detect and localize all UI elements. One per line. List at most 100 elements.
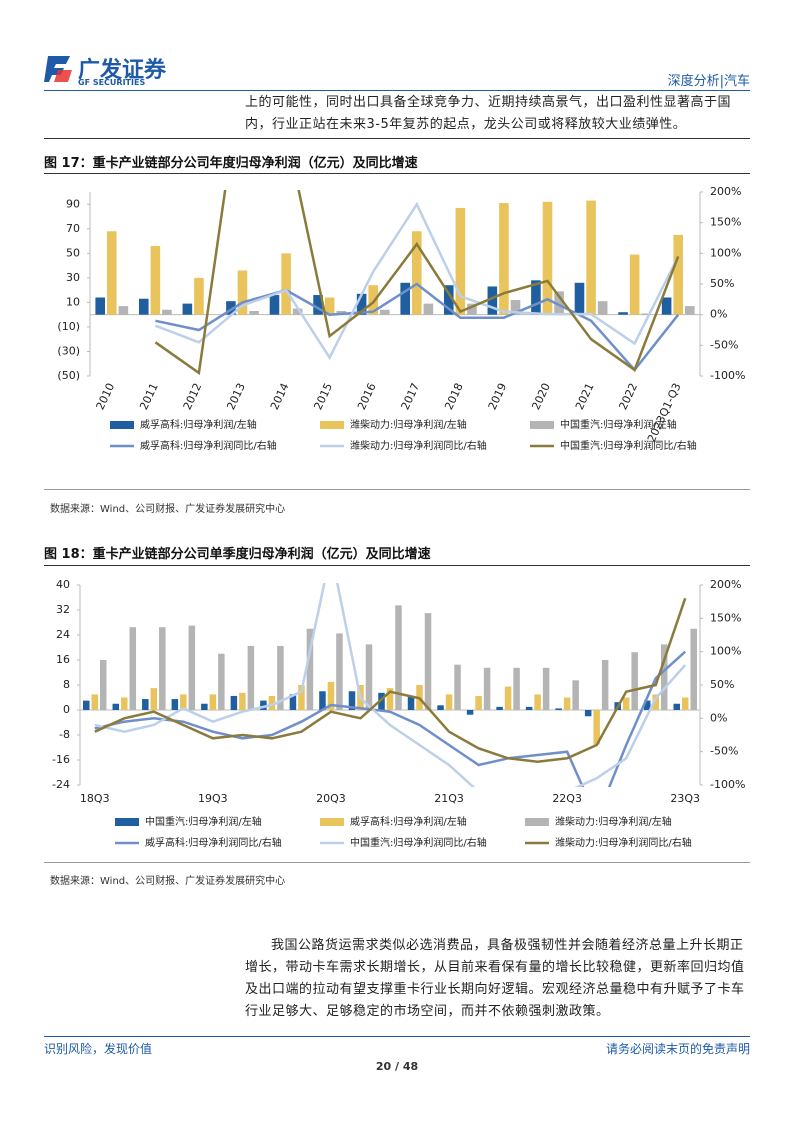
bar	[443, 285, 454, 315]
bar	[574, 282, 585, 315]
bar	[95, 297, 105, 315]
intro: 上的可能性，同时出口具备全球竞争力、近期持续高景气，出口盈利性显著高于国内，行业…	[245, 95, 732, 132]
bar	[378, 692, 385, 710]
y2-tick-label: 50%	[710, 277, 734, 290]
y-tick-label: -8	[59, 728, 70, 741]
bar	[487, 286, 498, 315]
source: 数据来源：Wind、公司财报、广发证券发展研究中心	[50, 504, 286, 515]
bar	[475, 695, 482, 710]
y-tick-label: 24	[56, 628, 70, 641]
bar	[531, 280, 541, 315]
y2-tick-label: 150%	[710, 611, 741, 624]
bar	[83, 700, 90, 710]
bar	[218, 653, 225, 710]
y2-tick-label: 150%	[710, 216, 741, 229]
chart: (50) (30) (10) 10 30 50 70 90 -100% -50% 0% 50% 100%…	[57, 185, 745, 452]
header-rule	[44, 90, 750, 91]
rule	[44, 862, 750, 863]
bar	[483, 667, 491, 710]
bar	[171, 699, 179, 710]
bar	[162, 309, 172, 315]
bar	[129, 627, 137, 710]
bar	[407, 695, 415, 710]
y2-tick-label: 100%	[710, 246, 741, 259]
bar	[180, 694, 187, 710]
y2-tick-label: 200%	[710, 185, 741, 198]
bar	[100, 660, 107, 710]
x-tick-label: 22Q3	[552, 792, 582, 805]
legend-label: 中国重汽:归母净利润/左轴	[560, 418, 677, 431]
footer-right: 请务必阅读末页的免责声明	[605, 1042, 750, 1056]
bar	[159, 627, 166, 710]
bar	[496, 706, 503, 710]
bar	[437, 705, 444, 710]
y2-tick-label: 200%	[710, 578, 741, 591]
y-tick-label: 30	[66, 271, 80, 284]
bar	[313, 295, 323, 315]
bar	[269, 295, 280, 315]
bar	[584, 710, 592, 717]
bar	[673, 703, 680, 710]
legend-label: 威孚高科:归母净利润同比/右轴	[140, 439, 277, 452]
bar	[411, 231, 422, 315]
y2-tick-label: -100%	[710, 778, 745, 791]
bar	[230, 695, 238, 710]
y2-tick-label: -50%	[710, 338, 738, 351]
bar	[277, 645, 284, 710]
bar	[629, 254, 640, 315]
legend-label: 潍柴动力:归母净利润/左轴	[555, 815, 672, 828]
bar	[586, 200, 596, 315]
bar	[209, 694, 217, 710]
y2-tick-label: -50%	[710, 745, 738, 758]
y-tick-label: 50	[66, 246, 80, 259]
legend-label: 潍柴动力:归母净利润/左轴	[350, 418, 467, 431]
bar	[395, 605, 402, 710]
y-tick-label: (10)	[57, 320, 80, 333]
bar	[563, 697, 571, 710]
bar	[572, 680, 579, 710]
legend-swatch	[320, 818, 344, 826]
bar	[150, 245, 161, 315]
y-tick-label: -24	[52, 778, 70, 791]
bar	[622, 697, 630, 710]
bar	[289, 694, 297, 710]
y2-tick-label: 50%	[710, 678, 734, 691]
chart: -24 -16 -8 0 8 16 24 32 40 -100% -50% 0% 50% 100% 150%…	[52, 578, 745, 849]
bar	[525, 706, 533, 710]
bar	[534, 694, 541, 710]
rule	[44, 138, 750, 139]
bar	[641, 313, 652, 315]
bar	[445, 694, 453, 710]
y-tick-label: 16	[56, 653, 70, 666]
logo-icon	[44, 56, 72, 82]
bar	[380, 309, 390, 315]
line	[154, 190, 680, 376]
y-tick-label: 10	[66, 295, 80, 308]
bar	[348, 691, 356, 710]
bar	[454, 664, 461, 710]
bar	[467, 303, 477, 315]
bar	[281, 253, 291, 315]
bar	[423, 303, 434, 315]
bar	[365, 644, 373, 710]
x-tick-label: 20Q3	[316, 792, 346, 805]
bar	[319, 691, 326, 710]
legend-swatch	[110, 421, 134, 429]
y-tick-label: 90	[66, 197, 80, 210]
legend-label: 威孚高科:归母净利润/左轴	[350, 815, 467, 828]
bar	[555, 708, 562, 710]
rule	[44, 565, 750, 566]
y2-tick-label: 0%	[710, 711, 727, 724]
bar	[201, 703, 208, 710]
figure-title: 图 18：重卡产业链部分公司单季度归母净利润（亿元）及同比增速	[44, 547, 431, 562]
y2-tick-label: 100%	[710, 645, 741, 658]
bar	[336, 633, 343, 710]
y-tick-label: (50)	[57, 369, 80, 382]
bar	[554, 291, 564, 315]
bar	[247, 645, 255, 710]
line	[94, 583, 687, 787]
legend-swatch	[530, 421, 554, 429]
line	[155, 282, 680, 372]
bar	[239, 692, 246, 710]
bar	[499, 203, 509, 315]
